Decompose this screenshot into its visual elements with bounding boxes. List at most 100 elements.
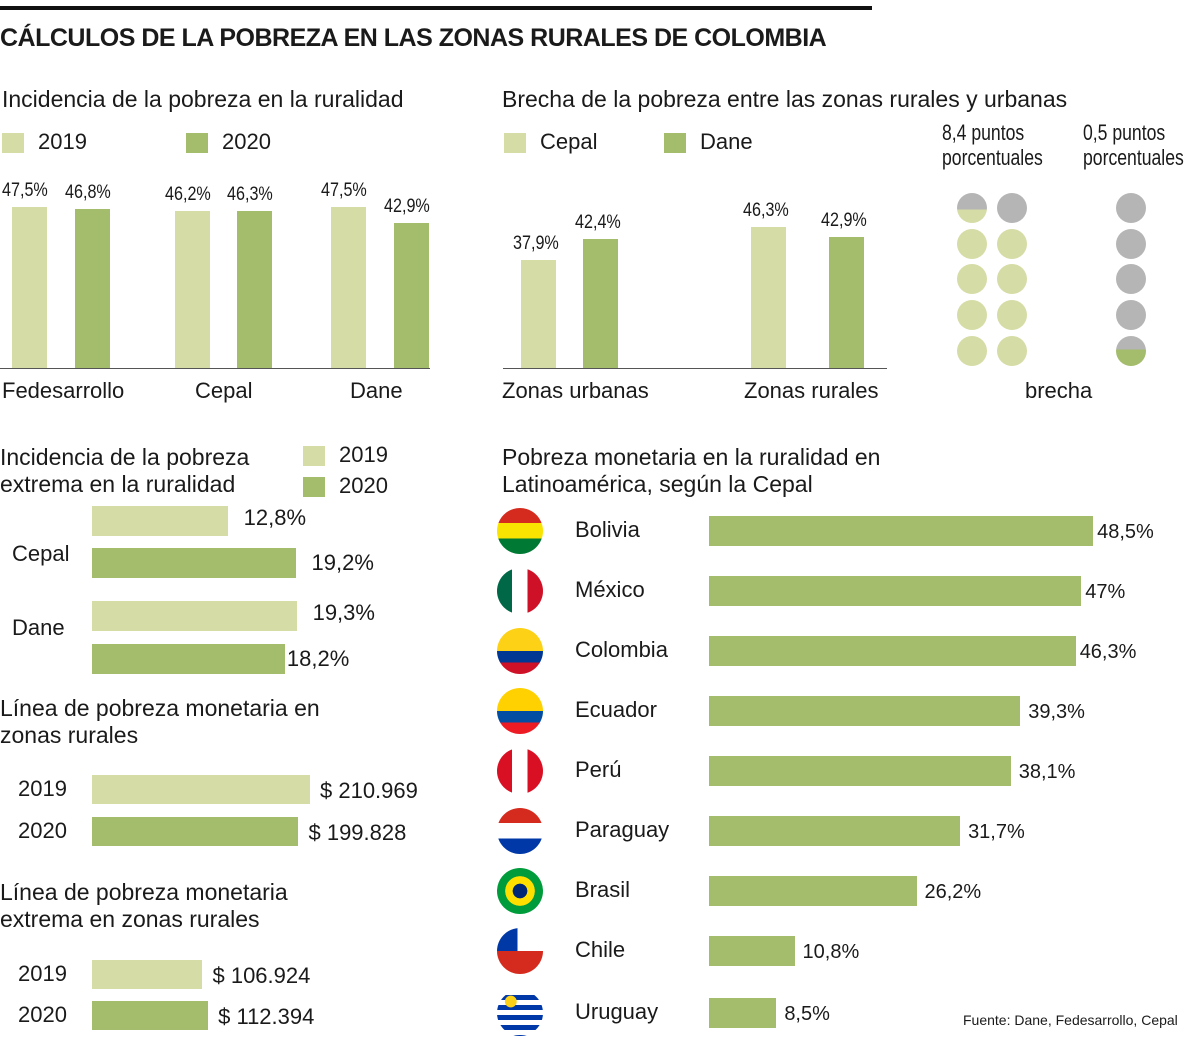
bar [92, 960, 203, 989]
data-label: 47% [1085, 581, 1126, 603]
gap-dot [997, 229, 1027, 259]
bar [92, 506, 228, 536]
gap-caption: brecha [1025, 378, 1093, 403]
bar [394, 222, 429, 368]
legend-swatch [664, 133, 686, 153]
legend-label: 2019 [38, 129, 87, 154]
flag-paraguay-icon [497, 808, 543, 854]
bar [583, 238, 618, 368]
data-label: 46,2% [165, 184, 211, 206]
data-label: 46,3% [743, 199, 789, 221]
bar [709, 576, 1082, 606]
flag-uruguay-icon [497, 990, 543, 1036]
data-label: 42,9% [821, 210, 867, 232]
flag-peru-icon [497, 748, 543, 794]
data-label: 26,2% [924, 881, 982, 903]
data-label: 12,8% [243, 505, 307, 530]
page-title: CÁLCULOS DE LA POBREZA EN LAS ZONAS RURA… [0, 24, 827, 52]
country-label: Perú [575, 757, 622, 782]
gap-dot [1116, 229, 1146, 259]
chart4-title: Línea de pobreza monetaria en zonas rura… [0, 695, 320, 748]
data-label: 47,5% [2, 179, 48, 201]
gap-dot [957, 229, 987, 259]
gap-dot [957, 300, 987, 330]
data-label: 42,9% [384, 195, 430, 217]
data-label: 48,5% [1097, 521, 1154, 543]
country-label: Uruguay [575, 999, 659, 1024]
country-label: Brasil [575, 877, 631, 902]
bar [709, 516, 1094, 546]
gap-dot [997, 264, 1027, 294]
flag-mexico-icon [497, 568, 543, 614]
gap-dot [957, 264, 987, 294]
x-axis [503, 368, 887, 369]
country-label: Ecuador [575, 697, 657, 722]
country-label: Colombia [575, 637, 668, 662]
data-label: 46,3% [1079, 641, 1137, 663]
bar [92, 548, 296, 578]
data-label: 31,7% [968, 821, 1025, 843]
country-label: Chile [575, 937, 626, 962]
top-rule [0, 6, 872, 10]
data-label: $ 210.969 [320, 778, 418, 803]
flag-colombia-icon [497, 628, 543, 674]
gap-label: 8,4 puntos porcentuales [942, 120, 1043, 170]
legend-swatch [303, 446, 325, 466]
legend-swatch [303, 477, 325, 497]
chart1-title: Incidencia de la pobreza en la ruralidad [2, 86, 404, 112]
category-label: 2020 [18, 1002, 67, 1027]
category-label: Dane [350, 378, 403, 403]
category-label: Zonas urbanas [502, 378, 649, 403]
category-label: 2019 [18, 776, 67, 801]
data-label: 10,8% [802, 941, 860, 963]
data-label: 37,9% [513, 233, 559, 255]
chart3-title: Incidencia de la pobreza extrema en la r… [0, 444, 250, 497]
bar [709, 936, 795, 966]
bar [92, 817, 299, 846]
category-label: 2019 [18, 961, 67, 986]
legend-label: 2020 [339, 473, 388, 498]
bar [331, 206, 366, 368]
category-label: Cepal [12, 541, 70, 566]
legend-label: 2020 [222, 129, 271, 154]
bar [709, 876, 917, 906]
gap-dot [1116, 264, 1146, 294]
category-label: Dane [12, 615, 65, 640]
data-label: $ 199.828 [308, 820, 407, 845]
flag-ecuador-icon [497, 688, 543, 734]
data-label: 42,4% [575, 211, 621, 233]
category-label: Fedesarrollo [2, 378, 125, 403]
bar [709, 816, 961, 846]
bar [709, 998, 777, 1028]
gap-dot [997, 336, 1027, 366]
bar [92, 1001, 209, 1030]
gap-dot [997, 193, 1027, 223]
legend-swatch [186, 133, 208, 153]
bar [92, 775, 310, 804]
flag-brasil-icon [497, 868, 543, 914]
data-label: 19,3% [312, 600, 375, 625]
legend-swatch [2, 133, 24, 153]
country-label: México [575, 577, 645, 602]
category-label: Zonas rurales [744, 378, 879, 403]
data-label: $ 112.394 [218, 1004, 315, 1029]
legend-label: Dane [700, 129, 753, 154]
data-label: 39,3% [1028, 701, 1085, 723]
bar [709, 636, 1076, 666]
data-label: 46,8% [65, 182, 111, 204]
source-note: Fuente: Dane, Fedesarrollo, Cepal [963, 1012, 1178, 1028]
category-label: 2020 [18, 818, 67, 843]
bar [829, 237, 864, 368]
chart2-title: Brecha de la pobreza entre las zonas rur… [502, 86, 1068, 112]
flag-chile-icon [497, 928, 543, 974]
gap-dot [1116, 336, 1146, 366]
bar [75, 209, 110, 368]
data-label: 46,3% [227, 184, 273, 206]
category-label: Cepal [195, 378, 253, 403]
x-axis [0, 368, 430, 369]
legend-label: 2019 [339, 442, 388, 467]
gap-dot [957, 336, 987, 366]
bar [237, 211, 272, 368]
bar [751, 226, 786, 368]
